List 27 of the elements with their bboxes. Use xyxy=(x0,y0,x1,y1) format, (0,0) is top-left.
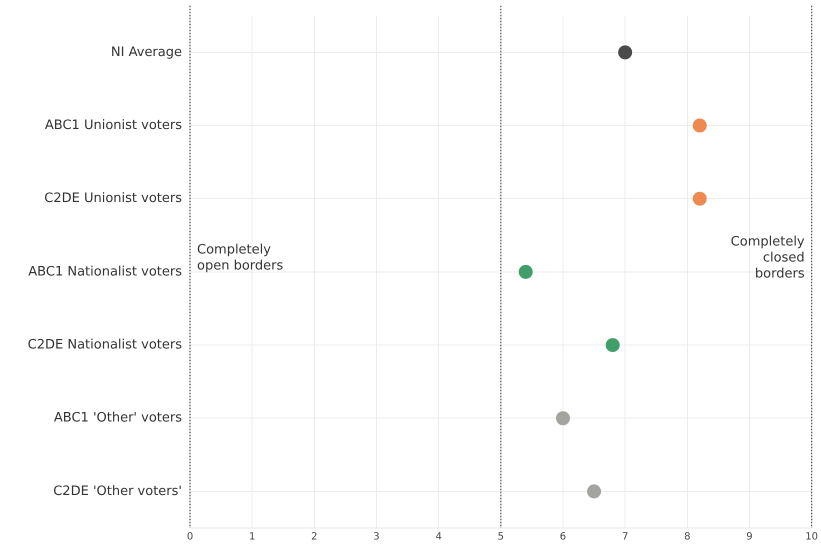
x-tick-label: 4 xyxy=(435,532,442,543)
y-tick-label: ABC1 Unionist voters xyxy=(44,118,182,133)
y-tick-label: C2DE Nationalist voters xyxy=(28,337,182,352)
x-tick-label: 8 xyxy=(684,532,690,543)
ref-line-label: Completely open borders xyxy=(197,242,284,274)
x-tick-label: 3 xyxy=(373,532,380,543)
point xyxy=(618,45,632,60)
point xyxy=(692,118,707,133)
point xyxy=(556,411,570,426)
ref-line-label: Completely closed borders xyxy=(730,234,805,282)
x-tick-label: 9 xyxy=(746,532,753,543)
y-tick-label: C2DE Unionist voters xyxy=(44,191,182,206)
point xyxy=(587,484,602,498)
point xyxy=(692,192,707,206)
y-tick-label: ABC1 Nationalist voters xyxy=(28,264,182,280)
y-tick-label: ABC1 'Other' voters xyxy=(54,410,182,426)
y-tick-label: NI Average xyxy=(110,44,182,60)
y-tick-label: C2DE 'Other voters' xyxy=(53,484,182,499)
x-tick-label: 7 xyxy=(622,532,628,543)
x-tick-label: 10 xyxy=(805,532,818,543)
point xyxy=(518,264,533,279)
x-tick-label: 2 xyxy=(311,532,318,543)
x-tick-label: 5 xyxy=(498,532,504,543)
x-tick-label: 0 xyxy=(186,532,194,543)
x-tick-label: 6 xyxy=(560,532,566,543)
x-tick-label: 1 xyxy=(248,532,256,543)
point xyxy=(606,338,620,352)
